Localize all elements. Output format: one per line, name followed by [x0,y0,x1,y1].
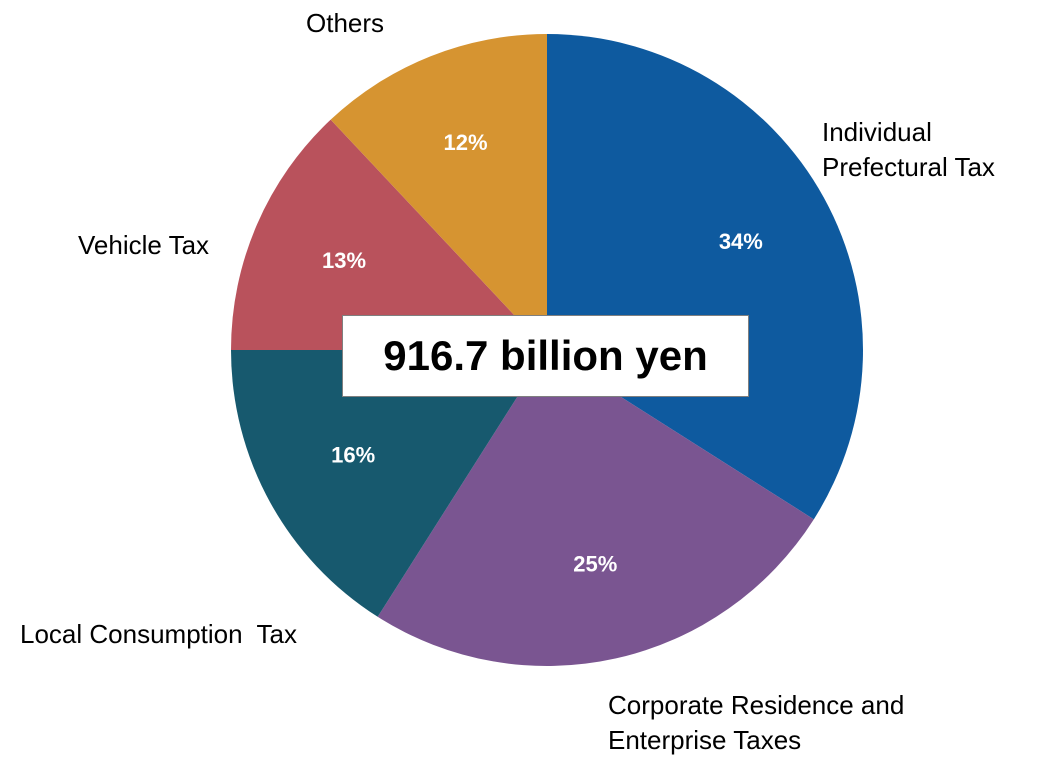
total-label: 916.7 billion yen [383,332,708,379]
slice-category-label: Vehicle Tax [78,230,209,260]
pie-slice [377,350,814,666]
category-label-line: Others [306,8,384,38]
slice-category-label: Others [306,8,384,38]
slice-percentage-label: 12% [444,130,488,155]
slice-category-label: Corporate Residence and Enterprise Taxes [608,690,904,755]
percentage-labels: 34% 25% 16% 13% 12% [322,130,763,577]
slice-percentage-label: 25% [573,552,617,577]
category-label-line: Local Consumption Tax [20,619,297,649]
total-label-box: 916.7 billion yen [342,315,749,397]
category-label-line: Individual [822,117,932,147]
slice-percentage-label: 13% [322,248,366,273]
slice-category-label: Local Consumption Tax [20,619,297,649]
category-label-line: Enterprise Taxes [608,725,801,755]
category-label-line: Corporate Residence and [608,690,904,720]
pie-slice [547,34,863,520]
pie-slice [330,34,547,350]
pie-slice [231,350,547,617]
slice-category-label: Individual Prefectural Tax [822,117,995,182]
pie-slices [231,34,863,666]
category-label-line: Vehicle Tax [78,230,209,260]
category-labels: Individual Prefectural Tax Corporate Resid… [20,8,995,755]
slice-percentage-label: 34% [719,229,763,254]
slice-percentage-label: 16% [331,442,375,467]
category-label-line: Prefectural Tax [822,152,995,182]
pie-slice [231,119,547,351]
